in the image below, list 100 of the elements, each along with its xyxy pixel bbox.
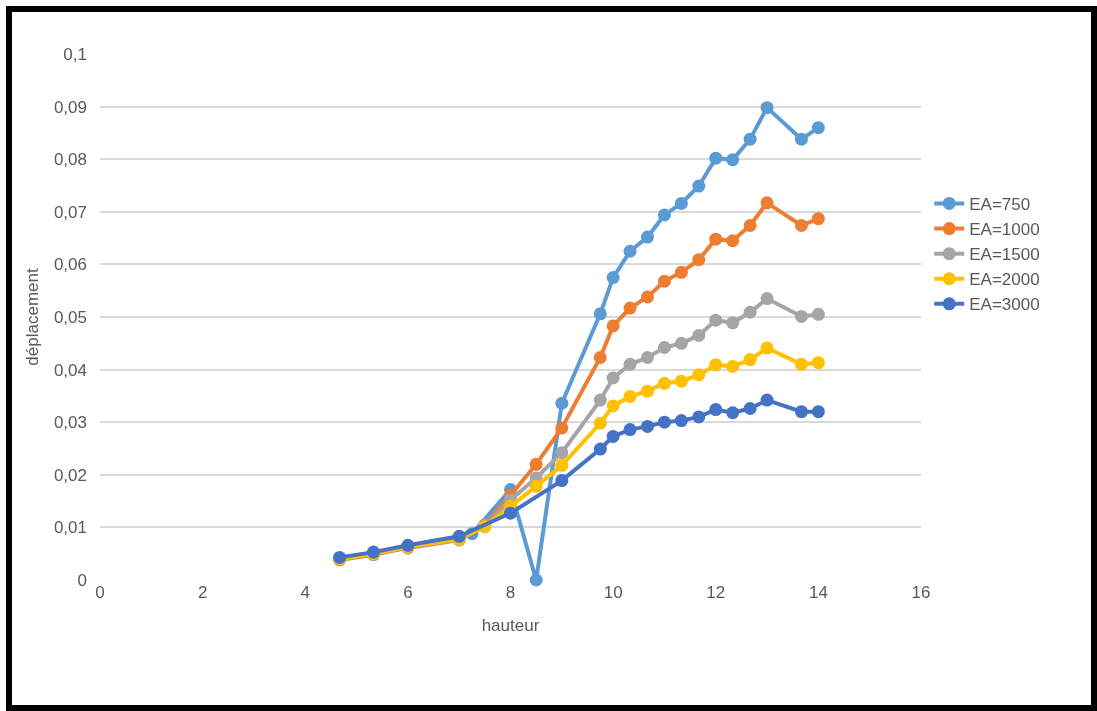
- point: [606, 371, 620, 385]
- legend-label: EA=2000: [969, 270, 1040, 290]
- y-axis-title: déplacement: [23, 268, 43, 366]
- point: [692, 179, 706, 193]
- y-tick-label: 0,1: [63, 44, 87, 64]
- point: [593, 351, 607, 364]
- x-tick-label: 2: [197, 583, 208, 602]
- point: [726, 406, 740, 420]
- point: [743, 305, 757, 319]
- point: [760, 196, 774, 210]
- point: [794, 405, 808, 419]
- point: [760, 341, 774, 355]
- point: [641, 351, 654, 364]
- point: [555, 421, 569, 435]
- point: [811, 356, 825, 370]
- point: [794, 132, 808, 146]
- point: [674, 414, 688, 428]
- point: [760, 292, 774, 306]
- point: [709, 403, 723, 417]
- point: [504, 506, 517, 520]
- point: [674, 336, 688, 350]
- legend-label: EA=1500: [969, 245, 1040, 265]
- point: [760, 393, 774, 407]
- point: [692, 368, 706, 382]
- point: [811, 307, 825, 321]
- y-tick-label: 0,03: [53, 413, 87, 433]
- legend-label: EA=1000: [969, 220, 1040, 240]
- point: [657, 208, 671, 222]
- point: [794, 357, 808, 371]
- x-tick-label: 6: [403, 583, 413, 602]
- x-axis-title: hauteur: [481, 616, 540, 636]
- point: [709, 232, 723, 246]
- point: [760, 101, 774, 115]
- point: [641, 230, 654, 244]
- point: [606, 319, 620, 333]
- point: [529, 457, 543, 471]
- point: [743, 132, 757, 146]
- point: [593, 307, 607, 321]
- point: [593, 442, 607, 456]
- y-tick-label: 0,05: [53, 307, 87, 327]
- point: [641, 384, 654, 398]
- legend-label: EA=3000: [969, 295, 1040, 315]
- point: [709, 151, 723, 165]
- point: [692, 253, 706, 267]
- point: [811, 212, 825, 226]
- x-tick-label: 10: [603, 583, 623, 602]
- point: [692, 328, 706, 342]
- point: [794, 218, 808, 232]
- x-tick-label: 4: [300, 583, 310, 602]
- y-tick-label: 0,02: [53, 465, 87, 485]
- y-tick-label: 0,08: [53, 150, 87, 170]
- point: [743, 218, 757, 232]
- point: [709, 358, 723, 372]
- x-tick-label: 12: [706, 583, 726, 602]
- x-tick-label: 0: [95, 583, 105, 602]
- legend-label: EA=750: [969, 195, 1031, 215]
- point: [623, 244, 637, 258]
- y-tick-label: 0,07: [53, 202, 87, 222]
- point: [726, 316, 740, 330]
- point: [794, 309, 808, 323]
- point: [692, 410, 706, 424]
- point: [529, 573, 543, 587]
- point: [726, 234, 740, 248]
- point: [623, 357, 637, 371]
- point: [593, 416, 607, 430]
- point: [657, 274, 671, 288]
- point: [606, 399, 620, 413]
- x-tick-label: 16: [911, 583, 931, 602]
- point: [657, 376, 671, 390]
- point: [555, 396, 569, 410]
- point: [641, 290, 654, 304]
- point: [623, 301, 637, 315]
- y-tick-label: 0,01: [53, 518, 87, 538]
- point: [657, 415, 671, 429]
- point: [641, 419, 654, 433]
- y-tick-label: 0,09: [53, 97, 87, 117]
- point: [555, 474, 569, 488]
- point: [555, 446, 569, 460]
- point: [743, 353, 757, 367]
- point: [674, 196, 688, 210]
- point: [811, 405, 825, 419]
- point: [743, 402, 757, 416]
- point: [623, 389, 637, 403]
- y-tick-label: 0,04: [53, 360, 87, 380]
- point: [606, 429, 620, 443]
- point: [623, 423, 637, 437]
- point: [726, 359, 740, 373]
- point: [709, 313, 723, 327]
- point: [674, 265, 688, 279]
- x-tick-label: 14: [808, 583, 828, 602]
- point: [657, 341, 671, 354]
- point: [606, 271, 620, 285]
- x-tick-label: 8: [505, 583, 516, 602]
- point: [555, 458, 569, 472]
- point: [529, 479, 543, 493]
- point: [726, 153, 740, 167]
- point: [593, 393, 607, 407]
- y-tick-label: 0,06: [53, 255, 87, 275]
- point: [811, 121, 825, 135]
- point: [674, 374, 688, 388]
